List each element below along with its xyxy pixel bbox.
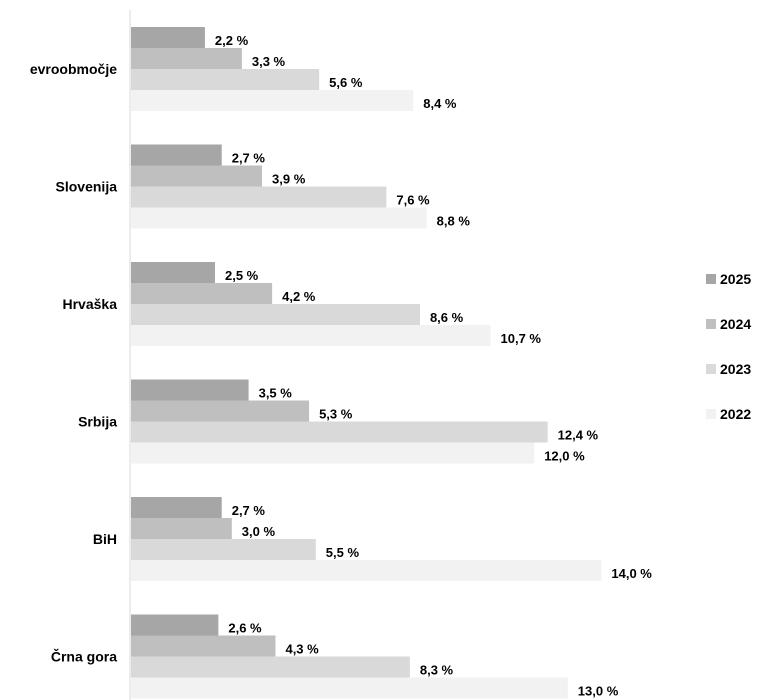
data-label-evroobmočje-2024: 3,3 % bbox=[252, 54, 286, 69]
data-label-slovenija-2025: 2,7 % bbox=[232, 151, 266, 166]
bar-srbija-2022 bbox=[131, 442, 535, 464]
bar-bih-2024 bbox=[131, 518, 232, 539]
legend-swatch-2022 bbox=[706, 409, 716, 419]
legend-swatch-2023 bbox=[706, 364, 716, 374]
legend-swatch-2025 bbox=[706, 274, 716, 284]
data-label-srbija-2022: 12,0 % bbox=[544, 449, 585, 464]
bar-črna-gora-2024 bbox=[131, 635, 276, 657]
bar-hrvaška-2022 bbox=[131, 325, 491, 346]
bar-slovenija-2024 bbox=[131, 165, 263, 187]
bar-slovenija-2023 bbox=[131, 186, 387, 208]
bars-layer bbox=[131, 27, 602, 699]
data-label-bih-2024: 3,0 % bbox=[242, 524, 276, 539]
data-label-bih-2023: 5,5 % bbox=[326, 545, 360, 560]
data-label-črna-gora-2024: 4,3 % bbox=[285, 642, 319, 657]
bar-srbija-2023 bbox=[131, 421, 548, 443]
category-label-slovenija: Slovenija bbox=[56, 179, 118, 195]
category-label-črna-gora: Črna gora bbox=[51, 648, 117, 665]
data-label-evroobmočje-2023: 5,6 % bbox=[329, 75, 363, 90]
legend-label-2022: 2022 bbox=[720, 406, 751, 422]
bar-hrvaška-2025 bbox=[131, 262, 215, 283]
bar-bih-2022 bbox=[131, 560, 602, 581]
data-label-slovenija-2023: 7,6 % bbox=[396, 193, 430, 208]
legend-label-2024: 2024 bbox=[720, 316, 751, 332]
category-label-srbija: Srbija bbox=[78, 414, 117, 430]
bar-evroobmočje-2025 bbox=[131, 27, 205, 48]
data-label-črna-gora-2022: 13,0 % bbox=[578, 684, 619, 699]
bar-evroobmočje-2024 bbox=[131, 48, 242, 69]
bar-slovenija-2025 bbox=[131, 144, 222, 166]
bar-črna-gora-2022 bbox=[131, 677, 568, 699]
data-label-slovenija-2022: 8,8 % bbox=[437, 214, 471, 229]
legend-label-2023: 2023 bbox=[720, 361, 751, 377]
data-label-slovenija-2024: 3,9 % bbox=[272, 172, 306, 187]
data-label-hrvaška-2024: 4,2 % bbox=[282, 289, 316, 304]
data-label-bih-2022: 14,0 % bbox=[611, 566, 652, 581]
bar-slovenija-2022 bbox=[131, 207, 427, 229]
data-label-hrvaška-2022: 10,7 % bbox=[501, 331, 542, 346]
bar-hrvaška-2024 bbox=[131, 283, 273, 304]
bar-hrvaška-2023 bbox=[131, 304, 420, 325]
category-label-hrvaška: Hrvaška bbox=[63, 296, 118, 312]
bar-črna-gora-2023 bbox=[131, 656, 410, 678]
category-label-bih: BiH bbox=[93, 531, 117, 547]
bar-bih-2023 bbox=[131, 539, 316, 560]
bar-bih-2025 bbox=[131, 497, 222, 518]
data-label-hrvaška-2023: 8,6 % bbox=[430, 310, 464, 325]
legend: 2025 2024 2023 2022 bbox=[706, 271, 751, 422]
data-label-srbija-2023: 12,4 % bbox=[558, 428, 599, 443]
data-label-bih-2025: 2,7 % bbox=[232, 503, 266, 518]
data-label-srbija-2025: 3,5 % bbox=[259, 386, 293, 401]
data-label-evroobmočje-2022: 8,4 % bbox=[423, 96, 457, 111]
data-label-črna-gora-2025: 2,6 % bbox=[228, 621, 262, 636]
bar-srbija-2025 bbox=[131, 379, 249, 401]
data-label-evroobmočje-2025: 2,2 % bbox=[215, 33, 249, 48]
category-label-evroobmočje: evroobmočje bbox=[30, 61, 117, 77]
data-label-srbija-2024: 5,3 % bbox=[319, 407, 353, 422]
data-label-črna-gora-2023: 8,3 % bbox=[420, 663, 454, 678]
bar-evroobmočje-2022 bbox=[131, 90, 414, 111]
legend-label-2025: 2025 bbox=[720, 271, 751, 287]
bar-črna-gora-2025 bbox=[131, 614, 219, 636]
bar-srbija-2024 bbox=[131, 400, 310, 422]
bar-evroobmočje-2023 bbox=[131, 69, 320, 90]
legend-swatch-2024 bbox=[706, 319, 716, 329]
labels-layer: 2,2 %3,3 % 5,6 % 8,4 % evroobmočje 2,7 % 3,9 … bbox=[30, 33, 652, 699]
data-label-hrvaška-2025: 2,5 % bbox=[225, 268, 259, 283]
